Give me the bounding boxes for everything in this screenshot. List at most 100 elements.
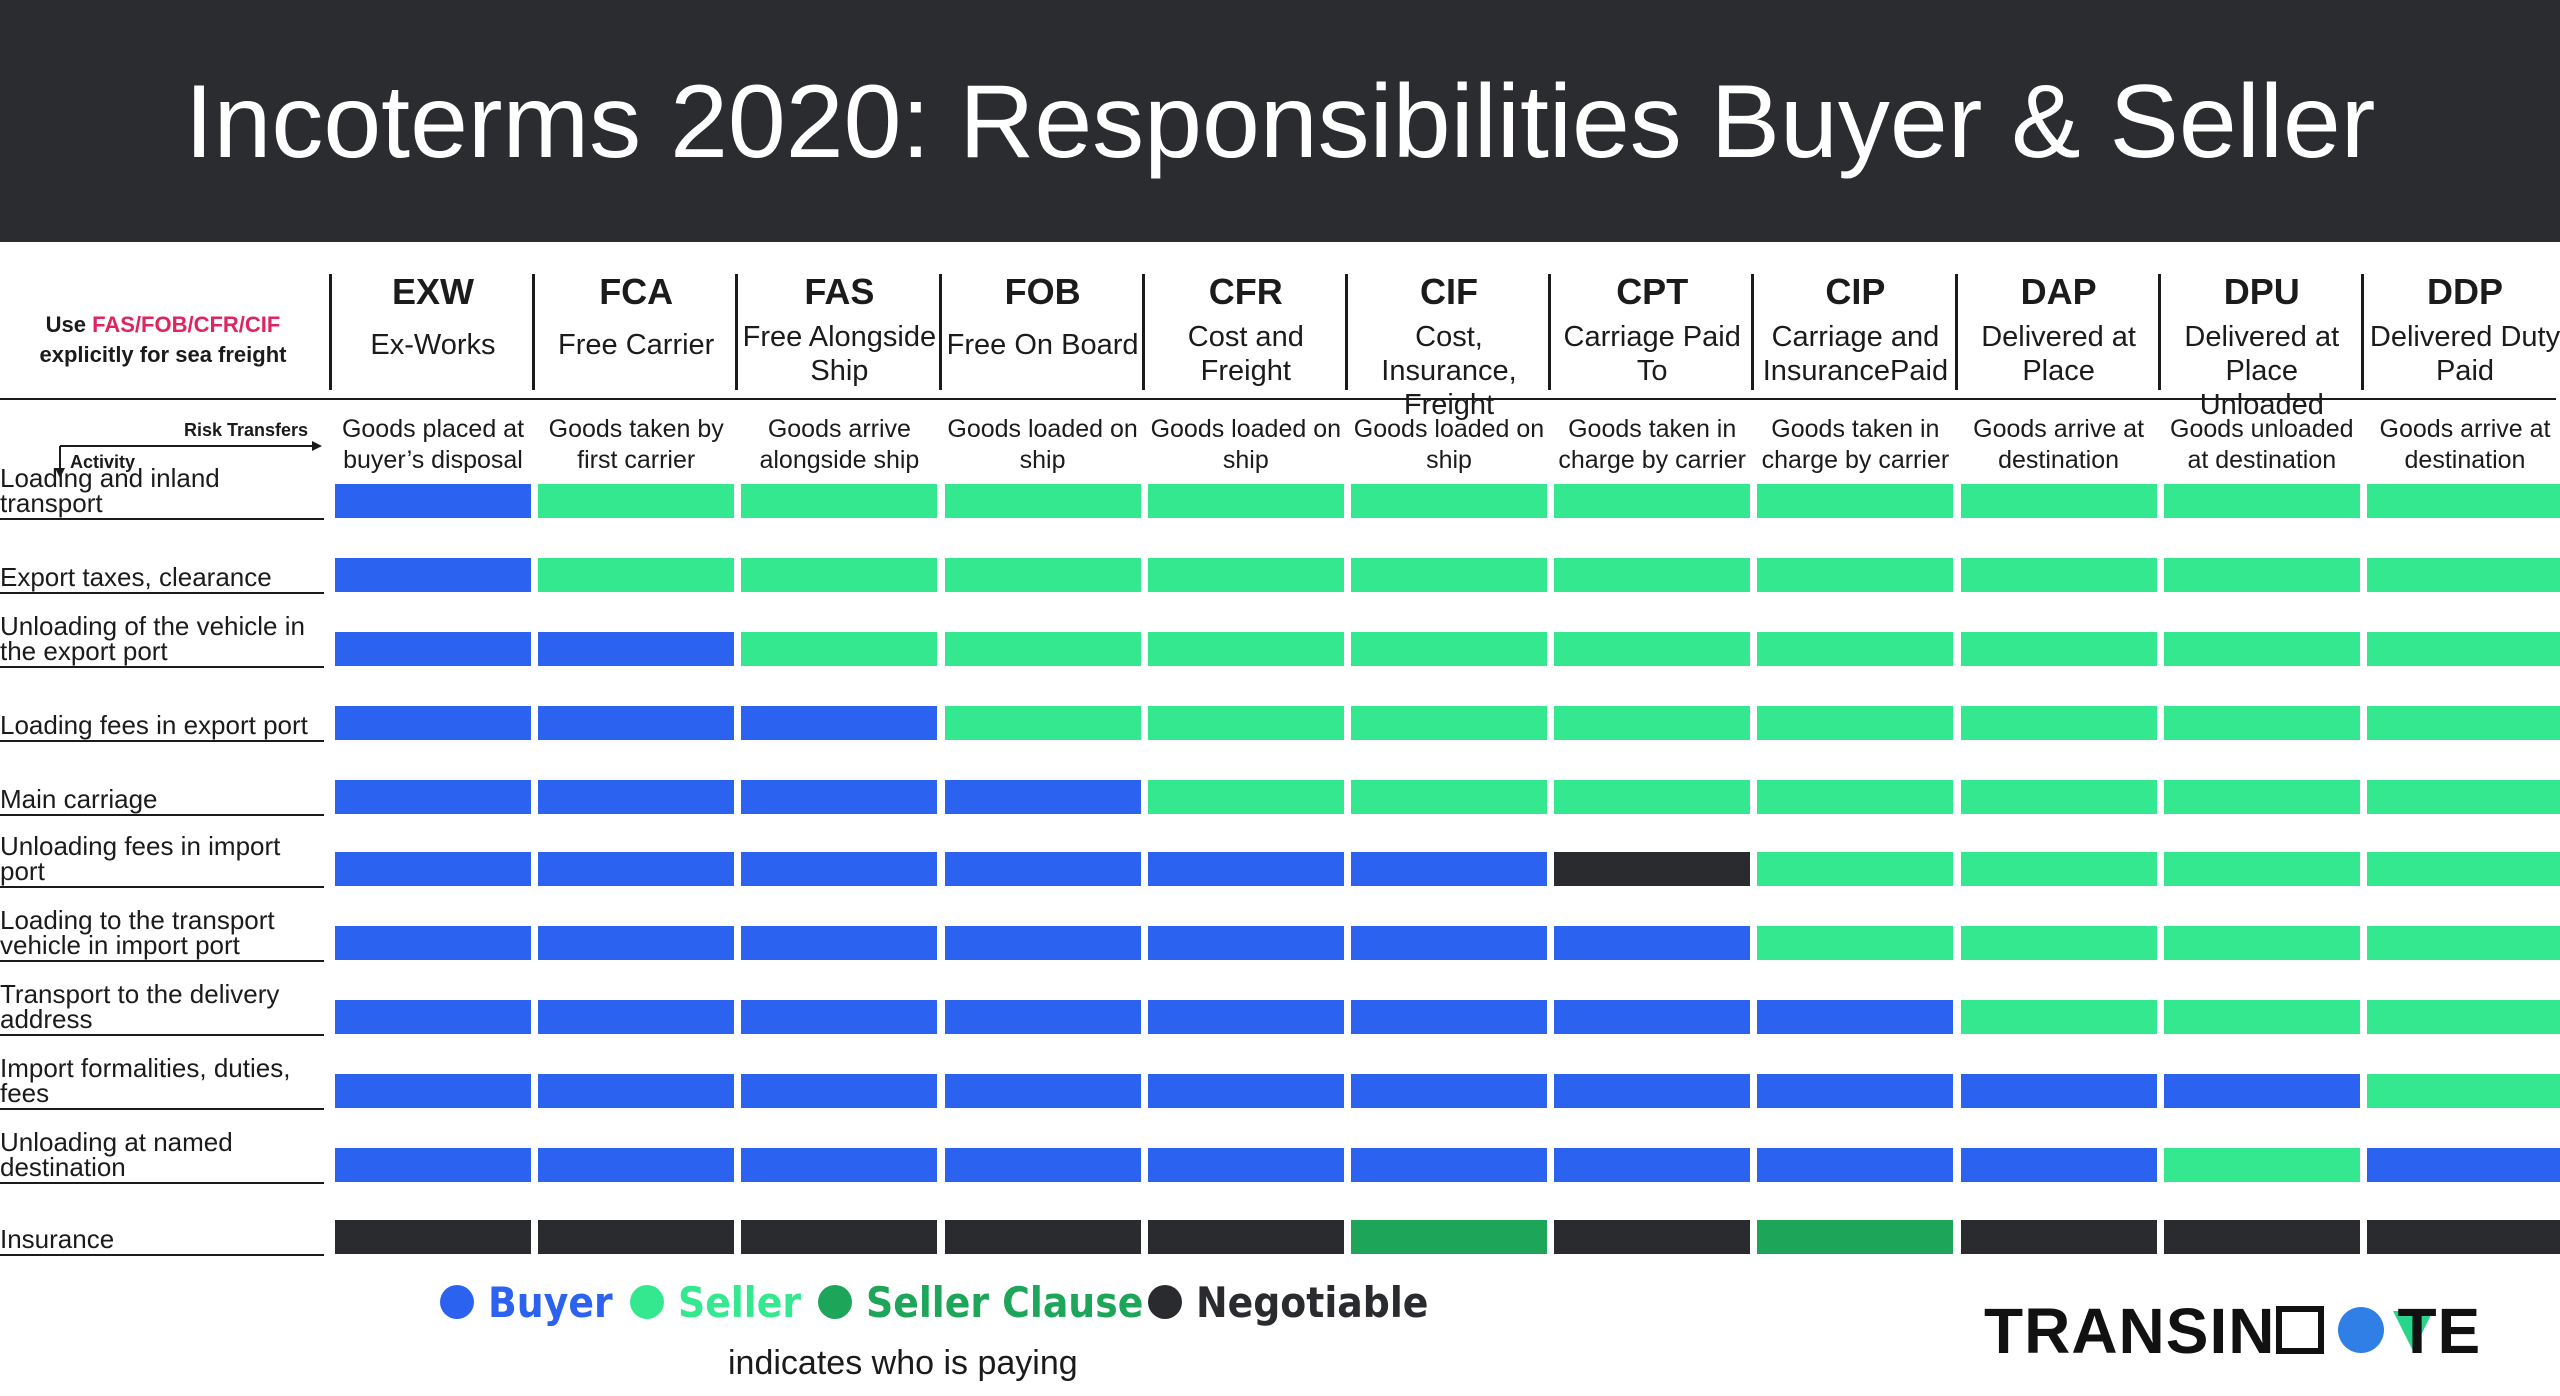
cell-fob-row6 xyxy=(944,852,1141,886)
activity-label: Import formalities, duties, fees xyxy=(0,1055,324,1110)
cell-fca-row11 xyxy=(538,1220,735,1254)
cell-exw-row6 xyxy=(335,852,531,886)
cell-ddp-row5 xyxy=(2367,780,2560,814)
cell-dap-row9 xyxy=(1960,1074,2157,1108)
cell-cfr-row11 xyxy=(1147,1220,1344,1254)
legend-label: Seller Clause xyxy=(866,1277,1144,1327)
cell-dap-row3 xyxy=(1960,632,2157,666)
cell-exw-row5 xyxy=(335,780,531,814)
cell-cip-row7 xyxy=(1757,926,1954,960)
cell-fca-row9 xyxy=(538,1074,735,1108)
cell-dpu-row8 xyxy=(2163,1000,2360,1034)
term-name: Ex-Works xyxy=(370,329,496,361)
activity-label: Transport to the delivery address xyxy=(0,981,324,1036)
term-name: Carriage and InsurancePaid xyxy=(1762,321,1949,387)
term-code: DPU xyxy=(2223,271,2300,312)
logo-shapes xyxy=(2276,1306,2434,1354)
cell-cpt-row10 xyxy=(1554,1148,1751,1182)
term-code: CPT xyxy=(1616,271,1689,312)
risk-transfer-fca: Goods taken by first carrier xyxy=(548,415,724,474)
cell-cpt-row9 xyxy=(1554,1074,1751,1108)
cell-cif-row7 xyxy=(1351,926,1547,960)
column-divider xyxy=(532,274,536,390)
activity-label: Main carriage xyxy=(0,786,324,816)
cell-fob-row7 xyxy=(944,926,1141,960)
cell-exw-row4 xyxy=(335,706,531,740)
legend-note: indicates who is paying xyxy=(728,1344,1078,1382)
cell-fca-row7 xyxy=(538,926,735,960)
term-code: CIP xyxy=(1825,271,1886,312)
cell-dap-row5 xyxy=(1960,780,2157,814)
cell-cip-row8 xyxy=(1757,1000,1954,1034)
cell-fas-row4 xyxy=(741,706,938,740)
term-name: Cost and Freight xyxy=(1187,321,1304,387)
cell-cip-row3 xyxy=(1757,632,1954,666)
column-divider xyxy=(1548,274,1552,390)
term-name: Delivered Duty Paid xyxy=(2369,321,2560,387)
cell-ddp-row1 xyxy=(2367,484,2560,518)
cell-ddp-row2 xyxy=(2367,558,2560,592)
cell-exw-row9 xyxy=(335,1074,531,1108)
note-prefix: Use xyxy=(45,312,93,337)
cell-cfr-row5 xyxy=(1147,780,1344,814)
cell-fas-row8 xyxy=(741,1000,938,1034)
cell-fob-row9 xyxy=(944,1074,1141,1108)
cell-fca-row8 xyxy=(538,1000,735,1034)
cell-cpt-row8 xyxy=(1554,1000,1751,1034)
cell-dpu-row6 xyxy=(2163,852,2360,886)
cell-cfr-row6 xyxy=(1147,852,1344,886)
cell-cpt-row2 xyxy=(1554,558,1751,592)
cell-cip-row4 xyxy=(1757,706,1954,740)
activity-label: Insurance xyxy=(0,1226,324,1256)
cell-fca-row6 xyxy=(538,852,735,886)
column-header-cfr: CFR Cost and Freight xyxy=(1145,270,1347,388)
cell-exw-row10 xyxy=(335,1148,531,1182)
column-divider xyxy=(1345,274,1348,390)
legend-label: Buyer xyxy=(488,1277,613,1327)
cell-cpt-row5 xyxy=(1554,780,1751,814)
risk-transfer-dap: Goods arrive at destination xyxy=(1973,415,2145,474)
cell-fob-row4 xyxy=(944,706,1141,740)
chart-title: Incoterms 2020: Responsibilities Buyer &… xyxy=(184,64,2376,180)
cell-cip-row11 xyxy=(1757,1220,1954,1254)
cell-cfr-row1 xyxy=(1147,484,1344,518)
cell-cpt-row6 xyxy=(1554,852,1751,886)
risk-transfer-ddp: Goods arrive at destination xyxy=(2379,415,2551,474)
cell-fca-row5 xyxy=(538,780,735,814)
cell-fob-row5 xyxy=(944,780,1141,814)
legend-item-seller: Seller xyxy=(630,1278,801,1327)
cell-dpu-row4 xyxy=(2163,706,2360,740)
cell-cif-row2 xyxy=(1351,558,1547,592)
cell-exw-row7 xyxy=(335,926,531,960)
cell-ddp-row6 xyxy=(2367,852,2560,886)
cell-ddp-row3 xyxy=(2367,632,2560,666)
cell-cfr-row2 xyxy=(1147,558,1344,592)
activity-label: Loading fees in export port xyxy=(0,712,324,742)
cell-fob-row8 xyxy=(944,1000,1141,1034)
cell-dpu-row2 xyxy=(2163,558,2360,592)
cell-cip-row9 xyxy=(1757,1074,1954,1108)
term-name: Cost, Insurance, Freight xyxy=(1381,321,1517,421)
legend-dot-icon xyxy=(1148,1285,1182,1319)
cell-dap-row4 xyxy=(1960,706,2157,740)
cell-cip-row5 xyxy=(1757,780,1954,814)
term-name: Delivered at Place Unloaded xyxy=(2184,321,2340,421)
column-header-dap: DAP Delivered at Place xyxy=(1958,270,2160,388)
cell-fca-row4 xyxy=(538,706,735,740)
cell-cpt-row4 xyxy=(1554,706,1751,740)
risk-transfer-dpu: Goods unloaded at destination xyxy=(2170,415,2354,474)
term-name: Free Carrier xyxy=(558,329,715,361)
cell-fca-row1 xyxy=(538,484,735,518)
cell-dap-row10 xyxy=(1960,1148,2157,1182)
cell-cip-row10 xyxy=(1757,1148,1954,1182)
activity-label: Unloading at named destination xyxy=(0,1129,324,1184)
cell-cfr-row9 xyxy=(1147,1074,1344,1108)
column-header-ddp: DDP Delivered Duty Paid xyxy=(2364,270,2560,388)
activity-label: Loading and inland transport xyxy=(0,465,324,520)
cell-exw-row11 xyxy=(335,1220,531,1254)
activity-label: Activity xyxy=(70,452,136,472)
axis-arrows xyxy=(55,441,322,478)
cell-fob-row11 xyxy=(944,1220,1141,1254)
cell-ddp-row4 xyxy=(2367,706,2560,740)
term-code: CFR xyxy=(1208,271,1283,312)
